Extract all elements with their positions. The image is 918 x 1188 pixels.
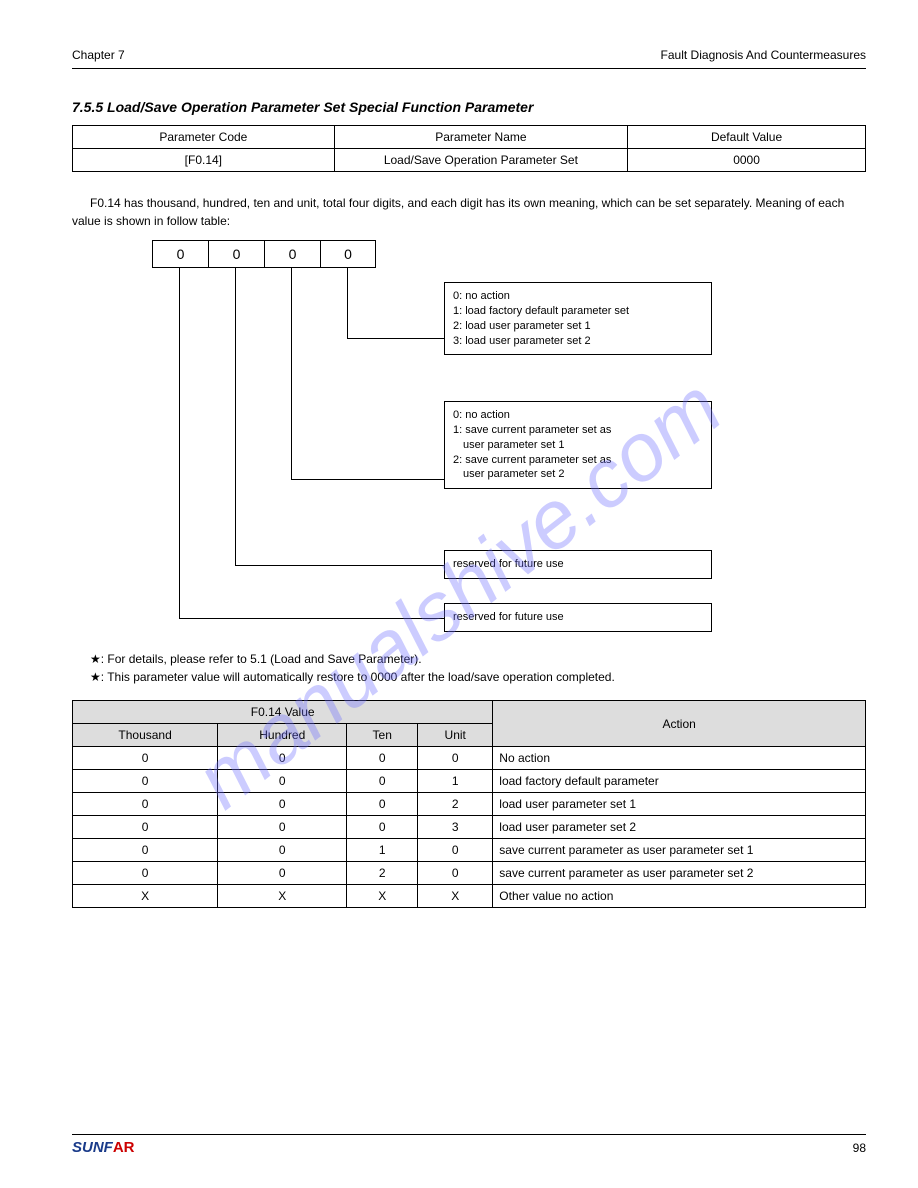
table-cell: load factory default parameter — [493, 770, 866, 793]
dig3: 0 — [264, 240, 320, 268]
table-cell: load user parameter set 2 — [493, 816, 866, 839]
t2s3: Ten — [347, 724, 418, 747]
line-d3v — [291, 268, 292, 479]
line-d3h — [291, 479, 444, 480]
value-table: F0.14 Value Action Thousand Hundred Ten … — [72, 700, 866, 908]
table-cell: 0 — [73, 816, 218, 839]
line-d2v — [235, 268, 236, 565]
table-cell: 0 — [218, 839, 347, 862]
param-table: Parameter Code Parameter Name Default Va… — [72, 125, 866, 172]
table-cell: X — [218, 885, 347, 908]
line-d1v — [179, 268, 180, 618]
table-cell: 0 — [218, 793, 347, 816]
brand2: AR — [113, 1139, 135, 1156]
header-rule — [72, 68, 866, 69]
note1: ★: For details, please refer to 5.1 (Loa… — [90, 650, 866, 668]
b2l3: 2: save current parameter set as — [453, 453, 703, 468]
digit-diagram: 0 0 0 0 0: no action 1: load factory def… — [152, 240, 712, 640]
box-ten: 0: no action 1: save current parameter s… — [444, 401, 712, 489]
t1c3v: 0000 — [628, 149, 866, 172]
line-d4v — [347, 268, 348, 338]
line-d2h — [235, 565, 444, 566]
table-cell: 2 — [347, 862, 418, 885]
table-cell: X — [347, 885, 418, 908]
table-cell: 0 — [347, 747, 418, 770]
table-cell: 0 — [73, 770, 218, 793]
table-cell: 2 — [418, 793, 493, 816]
table-cell: 0 — [218, 770, 347, 793]
table-cell: No action — [493, 747, 866, 770]
section-title: 7.5.5 Load/Save Operation Parameter Set … — [72, 99, 866, 115]
brand-logo: SUNFAR — [72, 1139, 135, 1156]
b1l4: 3: load user parameter set 2 — [453, 334, 703, 349]
table-cell: Other value no action — [493, 885, 866, 908]
b2l1: 0: no action — [453, 408, 703, 423]
header-left: Chapter 7 — [72, 48, 125, 62]
b1l1: 0: no action — [453, 289, 703, 304]
t1c1h: Parameter Code — [73, 126, 335, 149]
t1c1v: [F0.14] — [73, 149, 335, 172]
table-cell: 1 — [418, 770, 493, 793]
box-thousand: reserved for future use — [444, 603, 712, 632]
table-cell: 0 — [73, 839, 218, 862]
table-cell: 0 — [73, 862, 218, 885]
table-cell: 0 — [418, 862, 493, 885]
dig2: 0 — [208, 240, 264, 268]
line-d1h — [179, 618, 444, 619]
t1c2v: Load/Save Operation Parameter Set — [334, 149, 627, 172]
b2l2b: user parameter set 1 — [453, 438, 703, 453]
t1c3h: Default Value — [628, 126, 866, 149]
table-cell: 0 — [347, 816, 418, 839]
box-unit: 0: no action 1: load factory default par… — [444, 282, 712, 355]
brand1: SUNF — [72, 1139, 113, 1156]
t2s4: Unit — [418, 724, 493, 747]
t2h2: Action — [493, 701, 866, 747]
table-cell: 0 — [347, 793, 418, 816]
t2s2: Hundred — [218, 724, 347, 747]
table-cell: 0 — [418, 747, 493, 770]
table-cell: 0 — [218, 862, 347, 885]
dig1: 0 — [152, 240, 208, 268]
header-right: Fault Diagnosis And Countermeasures — [661, 48, 866, 62]
table-cell: 0 — [347, 770, 418, 793]
dig4: 0 — [320, 240, 376, 268]
table-cell: 3 — [418, 816, 493, 839]
table-cell: 0 — [418, 839, 493, 862]
table-cell: X — [73, 885, 218, 908]
t1c2h: Parameter Name — [334, 126, 627, 149]
b2l2: 1: save current parameter set as — [453, 423, 703, 438]
table-cell: 0 — [218, 816, 347, 839]
t2s1: Thousand — [73, 724, 218, 747]
table-cell: save current parameter as user parameter… — [493, 839, 866, 862]
line-d4h — [347, 338, 444, 339]
c1: reserved for future use — [453, 557, 703, 572]
t2h1: F0.14 Value — [73, 701, 493, 724]
c2: reserved for future use — [453, 610, 703, 625]
box-hundred: reserved for future use — [444, 550, 712, 579]
table-cell: X — [418, 885, 493, 908]
table-cell: save current parameter as user parameter… — [493, 862, 866, 885]
note2: ★: This parameter value will automatical… — [90, 668, 866, 686]
table-cell: load user parameter set 1 — [493, 793, 866, 816]
table-cell: 1 — [347, 839, 418, 862]
b1l2: 1: load factory default parameter set — [453, 304, 703, 319]
table-cell: 0 — [73, 793, 218, 816]
table-cell: 0 — [218, 747, 347, 770]
b2l3b: user parameter set 2 — [453, 467, 703, 482]
page-number: 98 — [853, 1141, 866, 1155]
intro-text: F0.14 has thousand, hundred, ten and uni… — [72, 194, 866, 230]
table-cell: 0 — [73, 747, 218, 770]
b1l3: 2: load user parameter set 1 — [453, 319, 703, 334]
